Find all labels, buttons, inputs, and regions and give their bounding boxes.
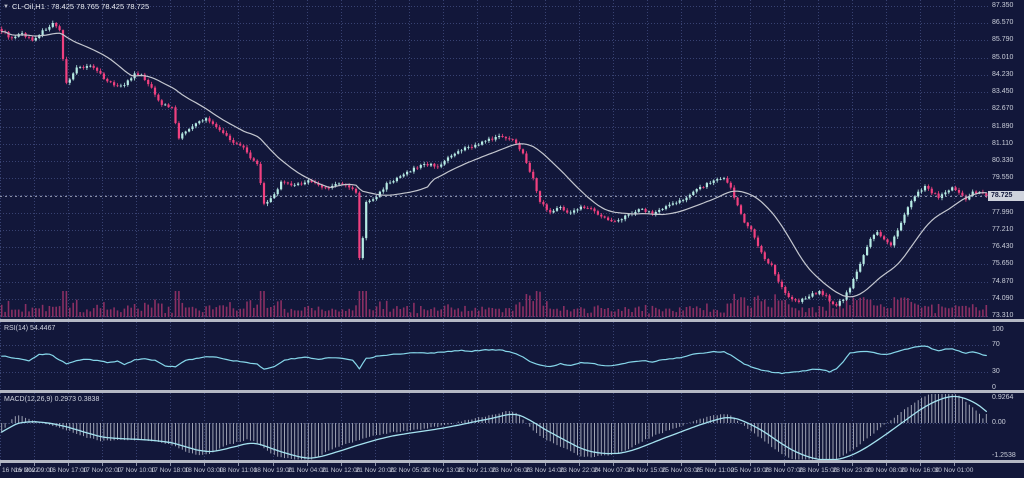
time-axis-label: 22 Nov 05:00 [389,467,429,474]
time-axis-label: 16 Nov 17:00 [48,467,88,474]
price-axis-label: 77.210 [992,226,1014,233]
rsi-axis-label: 70 [992,341,1000,348]
symbol-title: ▼ CL-Oil,H1 : 78.425 78.765 78.425 78.72… [3,2,149,11]
time-axis-label: 24 Nov 15:00 [627,467,667,474]
price-axis-label: 83.450 [992,88,1014,95]
price-axis-label: 77.990 [992,209,1014,216]
rsi-axis-label: 100 [992,326,1004,333]
price-axis-label: 79.550 [992,174,1014,181]
time-axis-label: 23 Nov 14:00 [525,467,565,474]
price-axis-label: 84.230 [992,71,1014,78]
price-axis[interactable]: 87.350 86.570 85.790 85.010 84.230 83.450 82.6… [988,0,1024,463]
time-axis-label: 29 Nov 16:00 [900,467,940,474]
symbol-title-text: CL-Oil,H1 : 78.425 78.765 78.425 78.725 [11,2,150,11]
time-axis[interactable]: 16 Nov 2022 16 Nov 09:00 16 Nov 17:00 17 No… [0,463,1024,478]
price-axis-label: 85.010 [992,54,1014,61]
macd-axis-label: 0.00 [992,419,1006,426]
price-axis-label: 80.330 [992,157,1014,164]
time-axis-label: 17 Nov 10:00 [116,467,156,474]
time-axis-label: 17 Nov 02:00 [82,467,122,474]
price-axis-label: 82.670 [992,105,1014,112]
time-axis-label: 18 Nov 19:00 [253,467,293,474]
macd-axis-label: 0.9264 [992,394,1014,401]
time-axis-label: 21 Nov 20:00 [355,467,395,474]
time-axis-label: 25 Nov 11:00 [695,467,735,474]
price-axis-label: 76.430 [992,243,1014,250]
current-price-tag: 78.725 [988,191,1024,201]
time-axis-label: 25 Nov 19:00 [730,467,770,474]
time-axis-label: 23 Nov 22:00 [559,467,599,474]
price-axis-label: 87.350 [992,2,1014,9]
moving-average-line [1,31,987,298]
time-axis-label: 29 Nov 08:00 [866,467,906,474]
time-axis-label: 17 Nov 18:00 [150,467,190,474]
macd-indicator-label: MACD(12,26,9) 0.2973 0.3838 [4,396,100,403]
candles [0,20,988,308]
time-axis-label: 21 Nov 04:00 [287,467,327,474]
time-axis-label: 28 Nov 07:00 [764,467,804,474]
time-axis-label: 24 Nov 07:00 [593,467,633,474]
grid-lines [0,0,988,466]
pane-separator-macd-timeaxis[interactable] [0,460,1024,463]
time-axis-label: 22 Nov 13:00 [423,467,463,474]
price-axis-label: 81.110 [992,140,1013,147]
rsi-line [1,345,987,375]
rsi-indicator-label: RSI(14) 54.4467 [4,325,56,332]
macd-signal-line [1,395,987,461]
price-axis-label: 74.090 [992,295,1014,302]
rsi-axis-label: 30 [992,368,1000,375]
price-axis-label: 81.890 [992,123,1014,130]
macd-axis-label: -1.2538 [992,452,1016,459]
price-axis-label: 85.790 [992,36,1014,43]
price-axis-label: 73.310 [992,312,1014,319]
price-axis-label: 74.870 [992,278,1014,285]
chart-shift-triangle-icon: ▼ [3,3,9,10]
time-axis-label: 18 Nov 11:00 [218,467,258,474]
time-axis-label: 22 Nov 21:00 [457,467,497,474]
pane-separator-price-rsi[interactable] [0,319,1024,322]
time-axis-label: 18 Nov 03:00 [184,467,224,474]
time-axis-label: 30 Nov 01:00 [934,467,974,474]
pane-separator-rsi-macd[interactable] [0,390,1024,393]
time-axis-label: 16 Nov 09:00 [14,467,54,474]
time-axis-label: 21 Nov 12:00 [321,467,361,474]
rsi-axis-label: 0 [992,384,996,391]
time-axis-label: 28 Nov 15:00 [798,467,838,474]
price-axis-label: 75.650 [992,260,1014,267]
macd-histogram [1,394,987,460]
time-axis-label: 25 Nov 03:00 [661,467,701,474]
price-axis-label: 86.570 [992,19,1014,26]
time-axis-label: 23 Nov 06:00 [491,467,531,474]
volume-bars [0,291,988,317]
time-axis-label: 28 Nov 23:00 [832,467,872,474]
time-axis-label: 16 Nov 2022 [2,467,39,474]
